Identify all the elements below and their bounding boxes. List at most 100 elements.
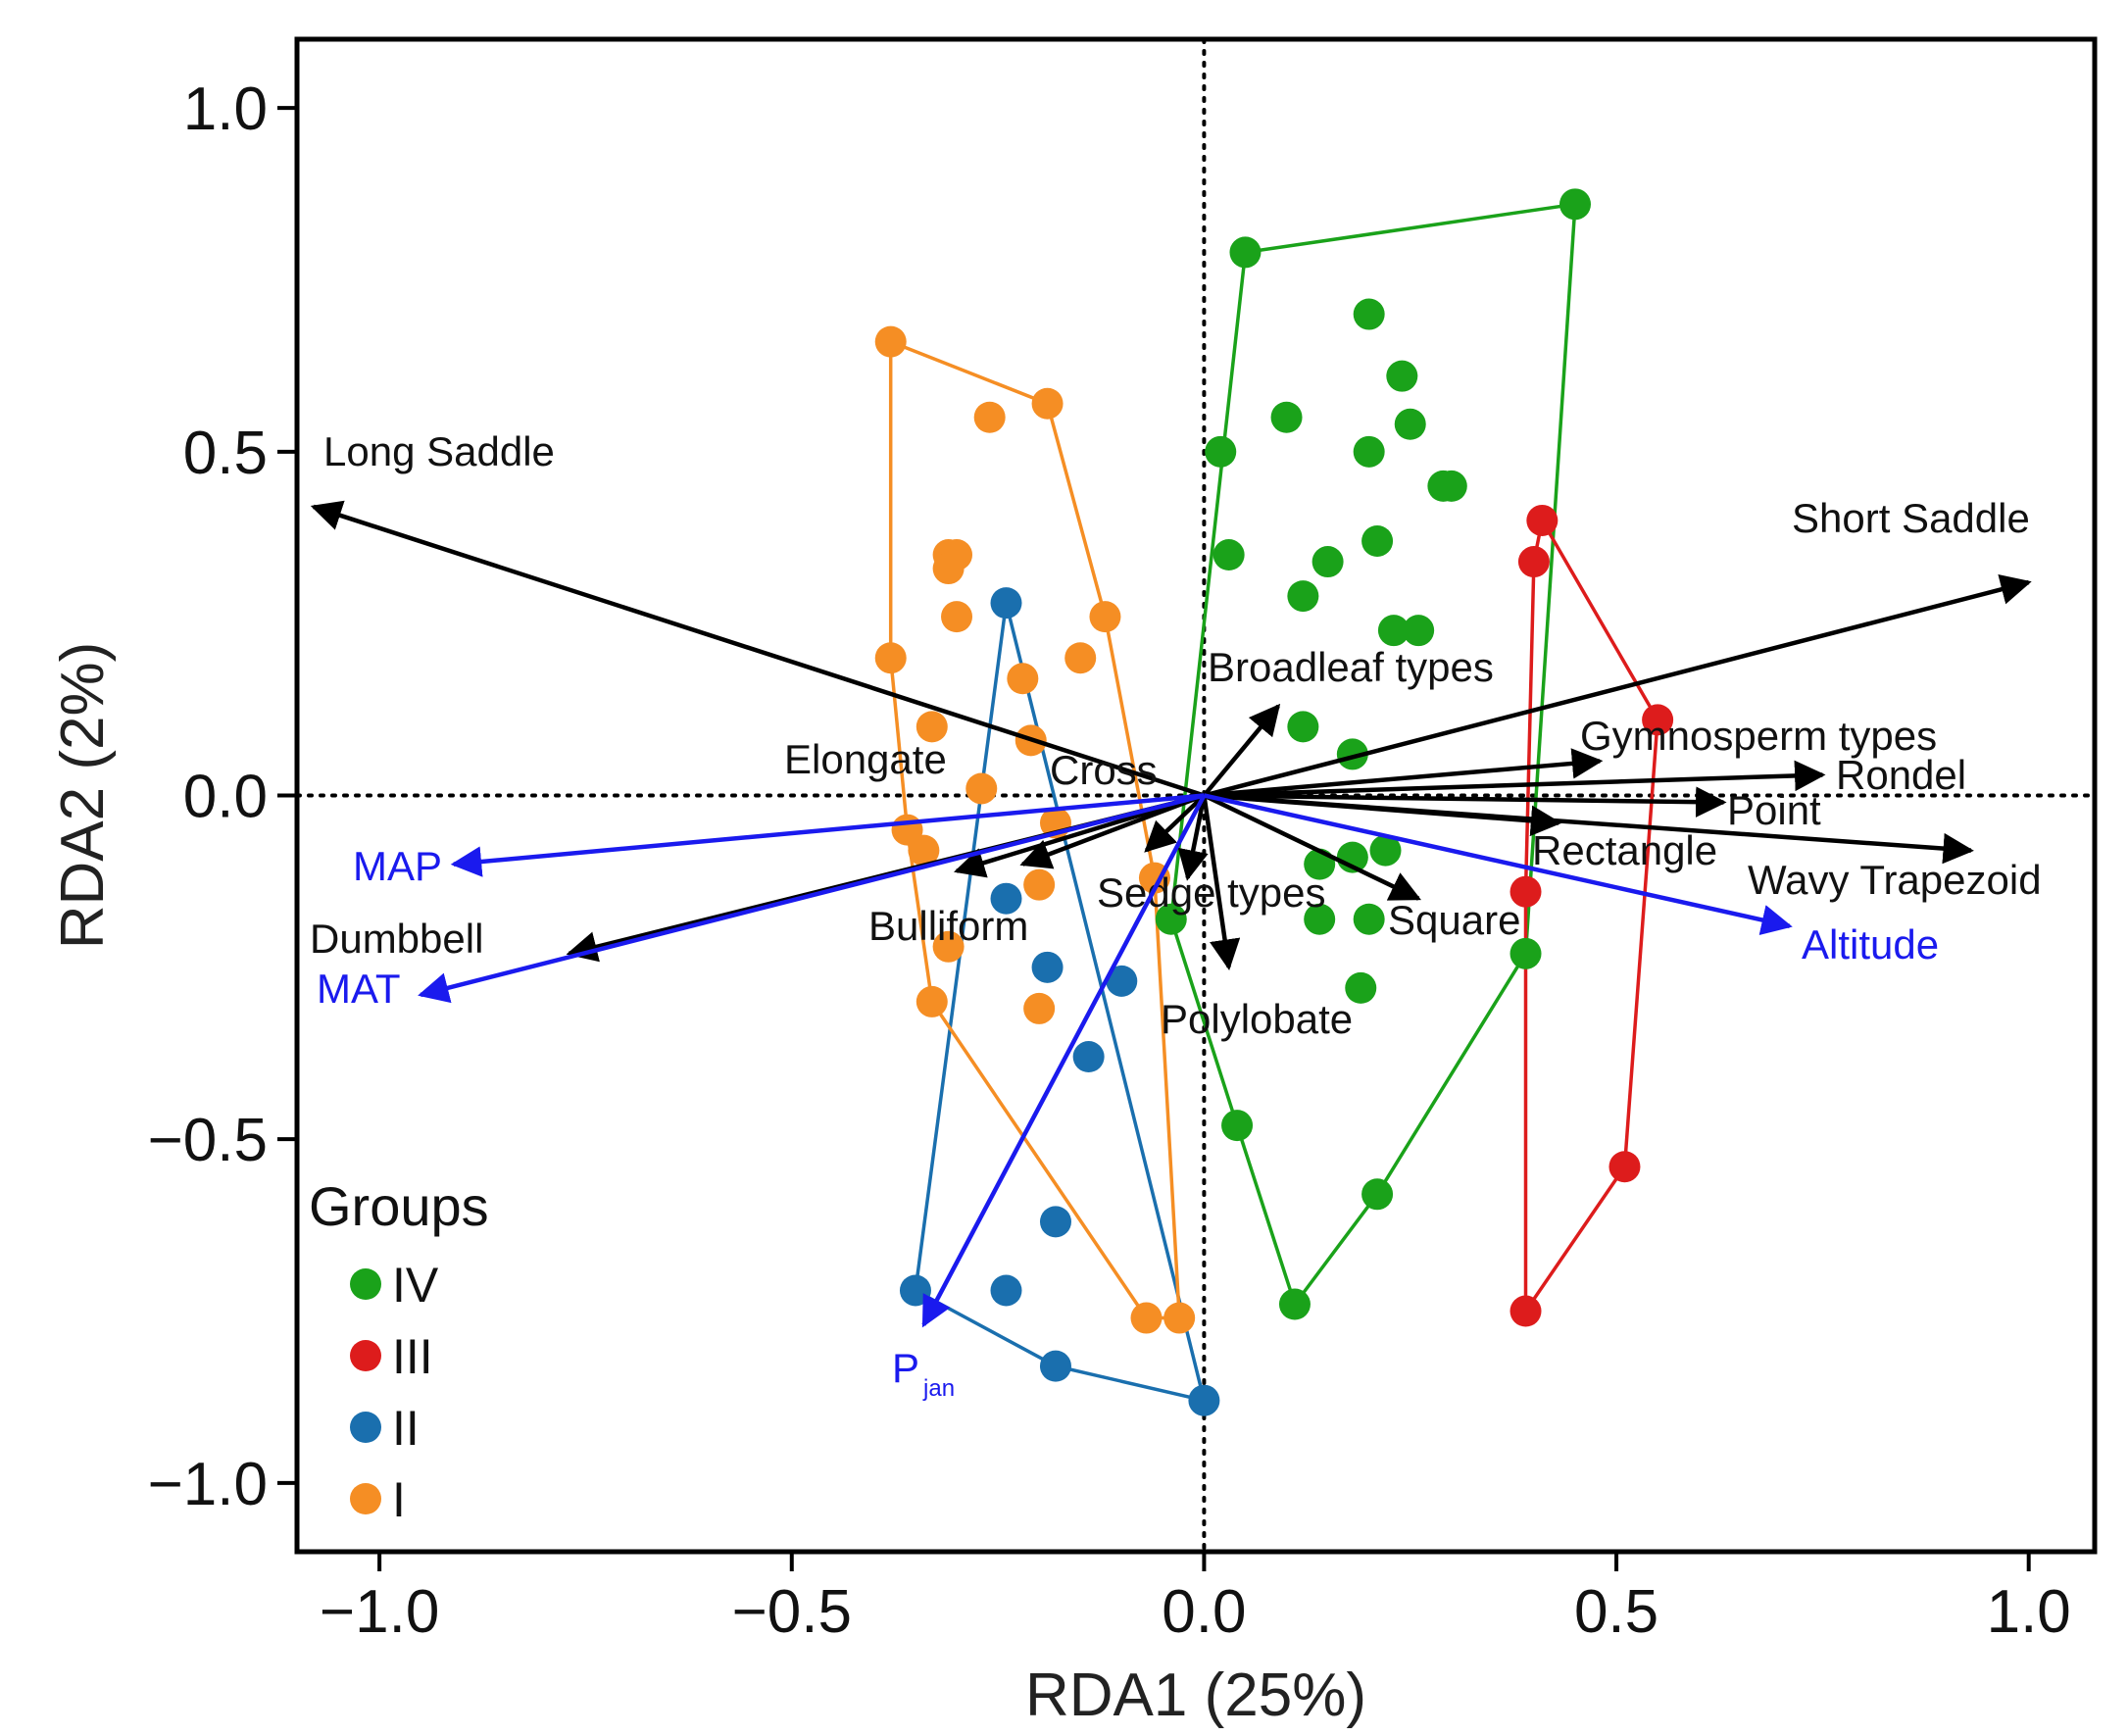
legend-marker-III xyxy=(350,1340,381,1371)
hull-group-I xyxy=(888,339,1181,1320)
point-group-IV-13 xyxy=(1287,580,1319,613)
point-group-I-9 xyxy=(1064,642,1097,674)
point-group-IV-3 xyxy=(1386,360,1418,392)
point-group-IV-23 xyxy=(1155,903,1187,935)
env-arrow-pjan xyxy=(921,794,1207,1328)
axis-titles: RDA1 (25%) RDA2 (2%) xyxy=(49,642,1366,1729)
point-group-II-4 xyxy=(1072,1041,1105,1073)
point-group-II-9 xyxy=(1188,1384,1220,1416)
label-rectangle: Rectangle xyxy=(1532,827,1717,873)
env-label-map: MAP xyxy=(353,843,442,889)
legend-label-II: II xyxy=(392,1401,420,1456)
label-broadleaf-types: Broadleaf types xyxy=(1208,644,1494,690)
point-group-I-0 xyxy=(874,325,907,358)
point-group-IV-7 xyxy=(1353,435,1385,468)
point-group-I-21 xyxy=(1023,992,1056,1024)
arrow-gymnosperm-types xyxy=(1204,748,1604,798)
y-tick-label-4: 1.0 xyxy=(183,75,268,143)
hull-group-IV xyxy=(1169,202,1577,1307)
point-group-III-0 xyxy=(1526,504,1559,536)
env-arrow-map xyxy=(450,793,1205,877)
legend-title: Groups xyxy=(309,1175,489,1237)
point-group-II-1 xyxy=(990,882,1022,915)
label-polylobate: Polylobate xyxy=(1161,996,1353,1042)
point-group-I-23 xyxy=(1163,1302,1196,1334)
point-group-III-1 xyxy=(1517,546,1550,578)
point-group-I-7 xyxy=(1089,601,1121,633)
point-group-IV-12 xyxy=(1311,546,1344,578)
arrow-broadleaf-types xyxy=(1202,703,1281,797)
arrow-sedge-types xyxy=(1177,795,1209,881)
point-group-I-10 xyxy=(1007,663,1039,695)
point-group-IV-4 xyxy=(1270,401,1303,433)
point-group-IV-16 xyxy=(1287,711,1319,743)
point-group-II-2 xyxy=(1031,951,1064,983)
label-bulliform: Bulliform xyxy=(868,903,1028,949)
arrow-point xyxy=(1204,786,1727,818)
label-long-saddle: Long Saddle xyxy=(323,428,555,474)
x-tick-label-2: 0.0 xyxy=(1162,1578,1246,1646)
label-sedge-types: Sedge types xyxy=(1097,869,1326,916)
point-group-IV-15 xyxy=(1403,615,1435,647)
point-group-I-2 xyxy=(973,401,1006,433)
x-tick-label-3: 0.5 xyxy=(1574,1578,1658,1646)
point-group-III-3 xyxy=(1509,875,1542,908)
point-group-IV-11 xyxy=(1212,539,1245,571)
point-group-II-7 xyxy=(899,1274,931,1307)
point-group-IV-0 xyxy=(1229,236,1262,269)
point-group-IV-6 xyxy=(1205,435,1237,468)
env-arrow-mat xyxy=(418,793,1205,1004)
point-group-I-13 xyxy=(965,772,998,805)
y-tick-label-1: −0.5 xyxy=(148,1107,268,1174)
env-label-subscript: jan xyxy=(922,1375,955,1402)
point-group-III-2 xyxy=(1642,704,1674,736)
label-square: Square xyxy=(1388,897,1520,943)
axis-ticks: −1.0 −0.5 0.0 0.5 1.0 −1.0 −0.5 0.0 0.5 1.0 xyxy=(148,75,2071,1646)
env-label-altitude: Altitude xyxy=(1802,921,1939,967)
x-axis-title: RDA1 (25%) xyxy=(1025,1662,1366,1729)
legend-marker-IV xyxy=(350,1268,381,1300)
point-group-I-20 xyxy=(916,985,948,1017)
y-tick-label-0: −1.0 xyxy=(148,1451,268,1518)
label-rondel: Rondel xyxy=(1836,752,1966,798)
arrow-short-saddle xyxy=(1203,573,2032,798)
point-group-IV-25 xyxy=(1345,971,1377,1004)
point-group-IV-17 xyxy=(1336,738,1368,770)
label-cross: Cross xyxy=(1050,747,1158,793)
env-arrow-altitude xyxy=(1203,793,1793,935)
point-group-IV-14 xyxy=(1377,615,1410,647)
legend-label-III: III xyxy=(392,1329,433,1384)
point-group-IV-18 xyxy=(1369,834,1402,867)
x-tick-label-1: −0.5 xyxy=(732,1578,852,1646)
y-tick-label-2: 0.0 xyxy=(183,764,268,831)
label-elongate: Elongate xyxy=(784,736,947,782)
point-group-I-5 xyxy=(932,553,965,585)
point-group-IV-10 xyxy=(1361,524,1394,557)
arrow-polylobate xyxy=(1202,795,1241,970)
arrow-wavy-trapezoid xyxy=(1204,793,1974,865)
label-short-saddle: Short Saddle xyxy=(1792,495,2030,541)
arrow-long-saddle xyxy=(310,500,1206,798)
point-group-I-22 xyxy=(1130,1302,1163,1334)
point-group-II-0 xyxy=(990,587,1022,620)
point-group-IV-2 xyxy=(1353,298,1385,330)
point-group-IV-28 xyxy=(1278,1288,1311,1320)
point-group-II-3 xyxy=(1106,965,1138,997)
arrow-rondel xyxy=(1204,760,1826,798)
label-gymnosperm-types: Gymnosperm types xyxy=(1580,713,1937,759)
y-axis-title: RDA2 (2%) xyxy=(49,642,117,950)
point-group-IV-5 xyxy=(1394,408,1426,440)
environment-arrows: MAP MAT Altitude P jan xyxy=(317,793,1939,1402)
legend-marker-I xyxy=(350,1483,381,1514)
label-dumbbell: Dumbbell xyxy=(310,916,483,962)
point-group-III-4 xyxy=(1608,1151,1641,1183)
point-group-I-8 xyxy=(874,642,907,674)
legend-label-I: I xyxy=(392,1472,406,1527)
point-group-IV-22 xyxy=(1353,903,1385,935)
legend-marker-II xyxy=(350,1412,381,1443)
sample-points xyxy=(874,188,1674,1416)
point-group-I-11 xyxy=(916,711,948,743)
